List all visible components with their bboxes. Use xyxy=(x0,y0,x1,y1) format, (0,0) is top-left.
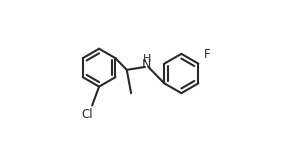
Text: H: H xyxy=(143,54,151,64)
Text: Cl: Cl xyxy=(82,108,93,122)
Text: F: F xyxy=(203,48,210,61)
Text: N: N xyxy=(141,58,151,71)
